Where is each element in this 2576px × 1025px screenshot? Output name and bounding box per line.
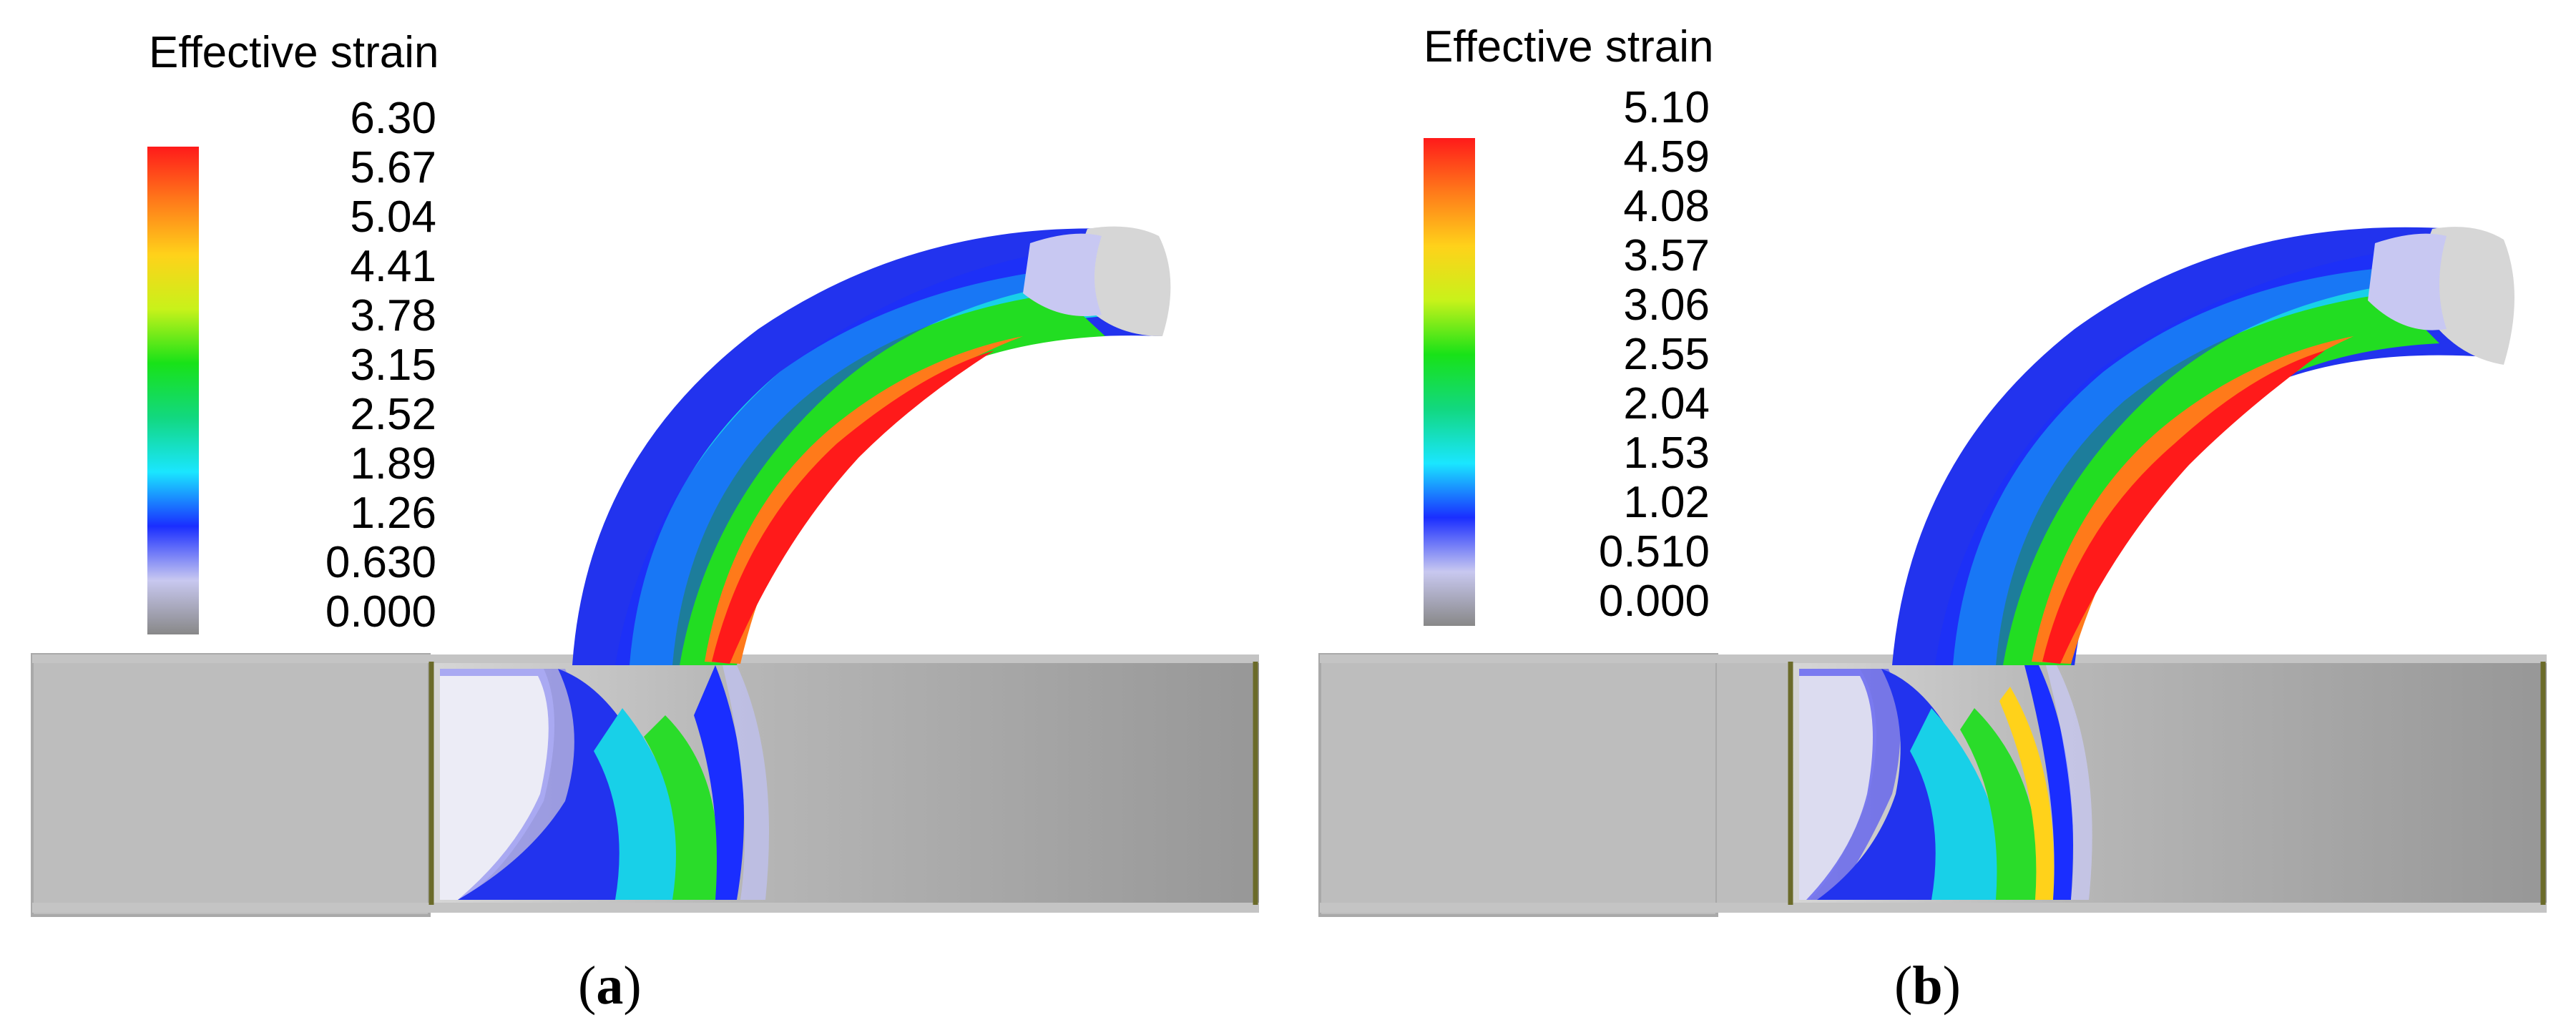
legend-tick: 4.59 — [1623, 132, 1710, 182]
strain-field-a — [31, 226, 1259, 917]
legend-tick: 2.55 — [1623, 330, 1710, 379]
legend-tick: 3.78 — [350, 291, 436, 340]
panel-a: Effective strain 6.30 5.67 5.04 4.41 3.7… — [31, 28, 1259, 1016]
container-left — [31, 653, 431, 917]
strain-field-b — [1318, 227, 2547, 917]
legend-tick: 2.52 — [350, 390, 436, 439]
caption-b: (b) — [1894, 956, 1961, 1016]
legend-tick: 0.000 — [1598, 577, 1710, 626]
legend-ticks-a: 6.30 5.67 5.04 4.41 3.78 3.15 2.52 1.89 … — [207, 97, 436, 640]
legend-tick: 3.06 — [1623, 280, 1710, 330]
container-left — [1318, 653, 1718, 917]
legend-tick: 6.30 — [350, 94, 436, 143]
panel-b: Effective strain 5.10 4.59 4.08 3.57 3.0… — [1288, 0, 2576, 1025]
caption-a: (a) — [578, 956, 642, 1016]
legend-tick: 3.57 — [1623, 231, 1710, 280]
legend-title-b: Effective strain — [1424, 22, 1714, 72]
legend-tick: 1.02 — [1623, 478, 1710, 527]
legend-tick: 1.89 — [350, 439, 436, 489]
legend-tick: 1.53 — [1623, 428, 1710, 478]
legend-ticks-b: 5.10 4.59 4.08 3.57 3.06 2.55 2.04 1.53 … — [1481, 86, 1710, 629]
legend-tick: 5.67 — [350, 143, 436, 192]
legend-tick: 3.15 — [350, 340, 436, 390]
legend-tick: 2.04 — [1623, 379, 1710, 428]
legend-tick: 4.08 — [1623, 182, 1710, 231]
color-legend-bar-a — [147, 147, 199, 634]
legend-tick: 5.04 — [350, 192, 436, 242]
legend-tick: 0.510 — [1598, 527, 1710, 577]
legend-tick: 4.41 — [350, 242, 436, 291]
legend-tick: 1.26 — [350, 489, 436, 538]
legend-title-a: Effective strain — [149, 28, 439, 77]
legend-tick: 0.630 — [325, 538, 436, 587]
legend-tick: 0.000 — [325, 587, 436, 637]
color-legend-bar-b — [1424, 138, 1475, 626]
legend-tick: 5.10 — [1623, 83, 1710, 132]
